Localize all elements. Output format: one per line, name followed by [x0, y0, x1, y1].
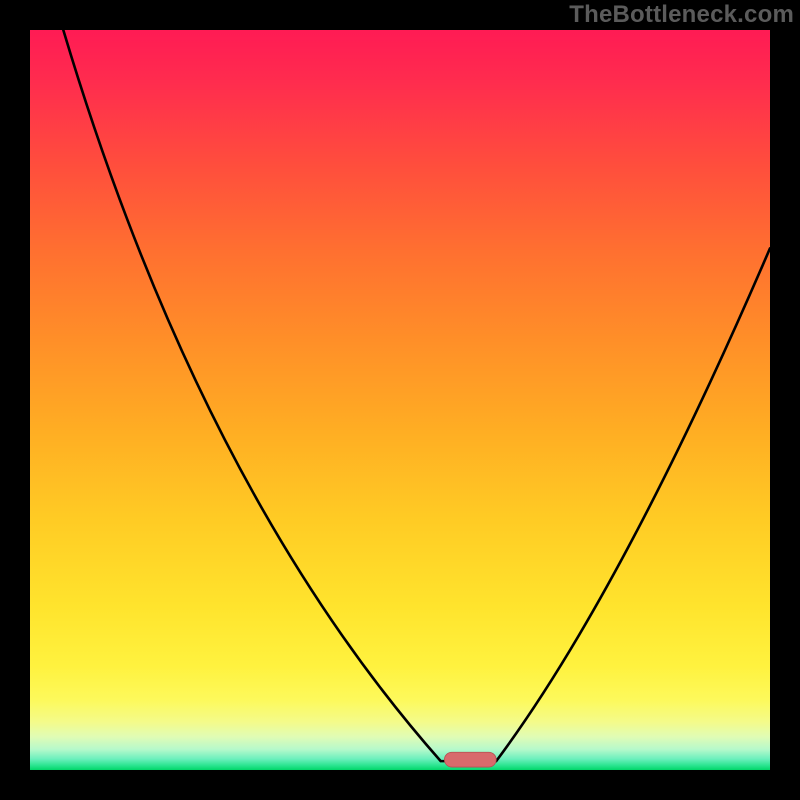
optimal-marker	[444, 752, 496, 767]
stage: TheBottleneck.com	[0, 0, 800, 800]
gradient-background	[30, 30, 770, 770]
watermark-text: TheBottleneck.com	[569, 1, 794, 29]
plot-area	[30, 30, 770, 770]
